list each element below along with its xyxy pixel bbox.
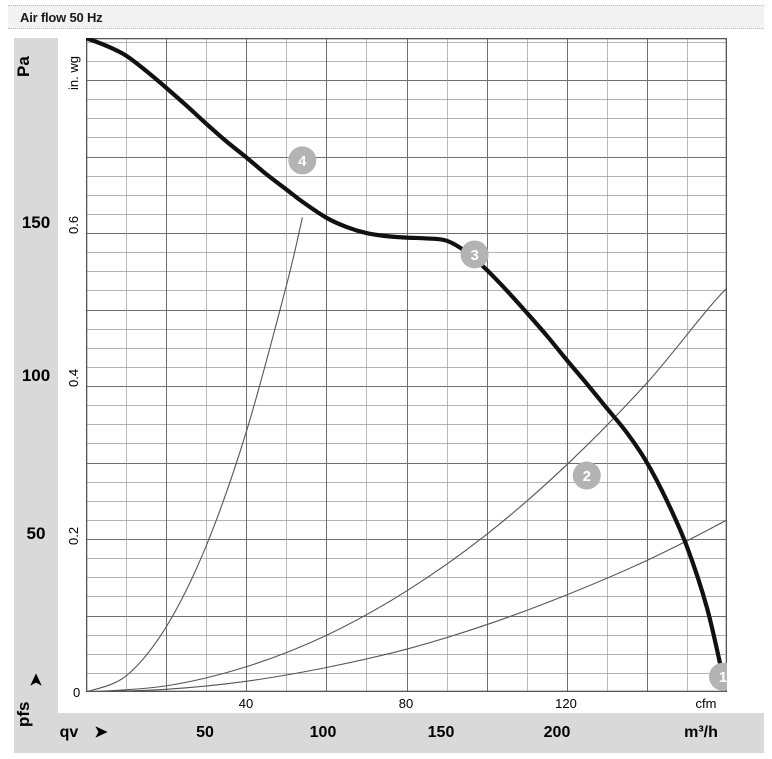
pa-tick-50: 50 bbox=[26, 524, 46, 543]
marker-label-2: 2 bbox=[583, 468, 591, 485]
system-curves-group bbox=[86, 217, 727, 692]
pa-tick-150: 150 bbox=[21, 213, 51, 232]
operating-point-3[interactable]: 3 bbox=[460, 240, 489, 269]
system-curve-1 bbox=[86, 217, 303, 692]
cfm-tick-80: 80 bbox=[398, 696, 414, 711]
plot-area: 1 2 3 4 bbox=[86, 38, 727, 692]
fan-curve-group bbox=[86, 38, 726, 679]
cfm-tick-120: 120 bbox=[555, 696, 577, 711]
left-axis-band bbox=[14, 38, 58, 713]
m3h-tick-50: 50 bbox=[196, 724, 214, 741]
marker-label-3: 3 bbox=[470, 247, 478, 264]
plot-border bbox=[86, 38, 727, 692]
marker-label-4: 4 bbox=[298, 153, 307, 170]
inwg-tick-02: 0.2 bbox=[66, 526, 81, 546]
system-curve-2 bbox=[86, 287, 727, 692]
cfm-tick-40: 40 bbox=[238, 696, 254, 711]
operating-point-2[interactable]: 2 bbox=[572, 461, 601, 490]
bottom-axis-band bbox=[14, 713, 764, 753]
inner-y-unit-inwg: in. wg bbox=[66, 56, 81, 90]
marker-circle-3[interactable] bbox=[460, 240, 489, 269]
marker-circle-2[interactable] bbox=[572, 461, 601, 490]
bottom-inner-unit-cfm: cfm bbox=[695, 696, 717, 711]
pa-tick-100: 100 bbox=[21, 366, 51, 385]
operating-point-1[interactable]: 1 bbox=[708, 662, 727, 691]
vertical-gridlines bbox=[86, 38, 688, 692]
inwg-tick-04: 0.4 bbox=[66, 368, 81, 388]
marker-circle-1[interactable] bbox=[708, 662, 727, 691]
marker-circle-4[interactable] bbox=[288, 146, 317, 175]
axis-corner-band bbox=[14, 713, 58, 753]
chart-svg: 1 2 3 4 bbox=[86, 38, 727, 692]
m3h-tick-200: 200 bbox=[543, 724, 571, 741]
qv-arrow-icon: ➤ bbox=[94, 724, 108, 741]
m3h-tick-100: 100 bbox=[309, 724, 337, 741]
page-title: Air flow 50 Hz bbox=[20, 9, 103, 25]
inwg-tick-06: 0.6 bbox=[66, 215, 81, 235]
system-curve-3 bbox=[86, 519, 727, 692]
inner-axis-zero: 0 bbox=[73, 685, 81, 700]
operating-point-markers[interactable]: 1 2 3 4 bbox=[288, 146, 727, 691]
bottom-axis-symbol-qv: qv bbox=[59, 724, 79, 741]
fan-characteristic-curve bbox=[86, 38, 726, 679]
marker-label-1: 1 bbox=[719, 669, 727, 686]
m3h-tick-150: 150 bbox=[427, 724, 455, 741]
left-axis-unit-pa: Pa bbox=[14, 56, 33, 78]
chart-header: Air flow 50 Hz bbox=[8, 5, 764, 29]
bottom-axis-unit-m3h: m³/h bbox=[684, 724, 718, 741]
horizontal-gridlines bbox=[86, 42, 727, 674]
operating-point-4[interactable]: 4 bbox=[288, 146, 317, 175]
